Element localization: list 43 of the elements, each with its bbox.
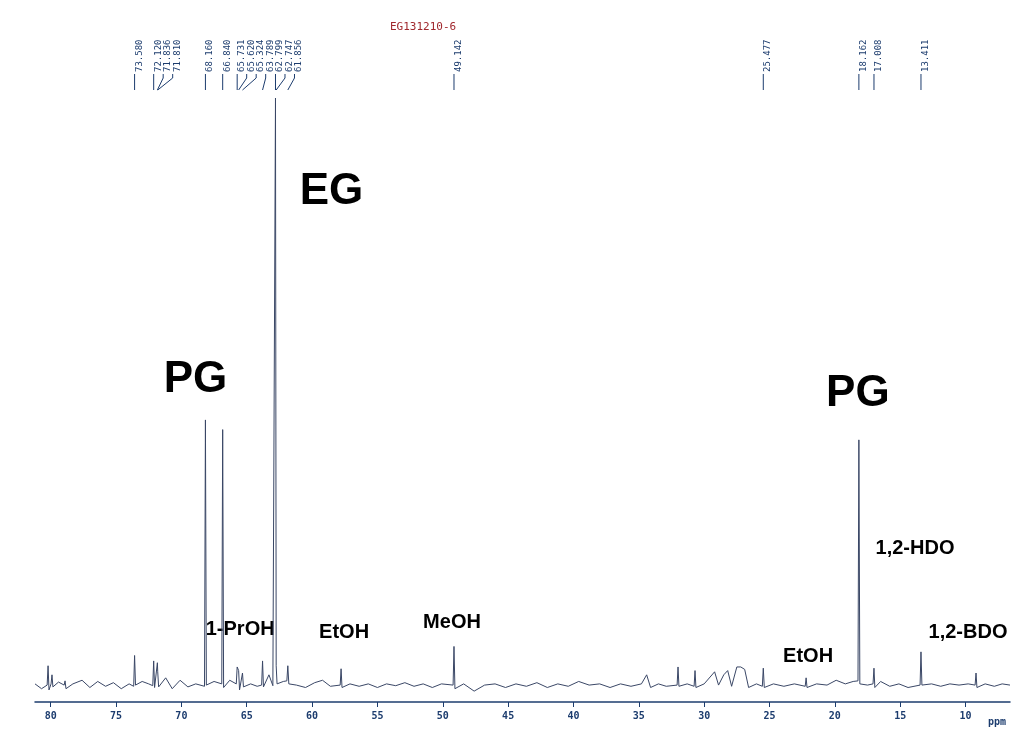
annotation: MeOH	[423, 610, 481, 633]
annotation: 17.008	[872, 39, 883, 72]
annotation: 65.324	[255, 39, 266, 72]
x-tick-label: 15	[894, 709, 907, 721]
annotation: 62.799	[274, 39, 285, 72]
annotation: 71.836	[162, 39, 173, 72]
annotation: 65.731	[236, 39, 247, 72]
annotation: 63.789	[264, 39, 275, 72]
annotation: 68.160	[204, 39, 215, 72]
x-axis-title: ppm	[988, 715, 1007, 727]
annotation: EtOH	[319, 619, 370, 642]
annotation: 62.747	[284, 39, 294, 72]
x-tick-label: 50	[436, 709, 449, 721]
annotation: 73.580	[133, 39, 144, 72]
annotation: EG	[299, 163, 364, 213]
annotation: 25.477	[762, 39, 773, 72]
x-tick-label: 70	[175, 709, 188, 721]
x-tick-label: 25	[763, 709, 776, 721]
x-tick-label: 30	[698, 709, 711, 721]
annotation: 65.620	[245, 39, 256, 72]
x-tick-label: 20	[828, 709, 841, 721]
annotation: 61.856	[293, 39, 304, 72]
x-tick-label: 45	[502, 709, 515, 721]
annotation: 66.840	[221, 39, 232, 72]
x-tick-label: 35	[632, 709, 645, 721]
annotation: 72.120	[152, 39, 163, 72]
annotation: 13.411	[919, 39, 930, 72]
annotation: 71.810	[171, 39, 182, 72]
x-tick-label: 55	[371, 709, 384, 721]
x-tick-label: 10	[959, 709, 972, 721]
x-tick-label: 75	[110, 709, 123, 721]
annotation: EtOH	[783, 643, 834, 666]
x-tick-label: 60	[306, 709, 319, 721]
annotation: PG	[163, 352, 228, 402]
annotation: 1,2-BDO	[928, 620, 1008, 643]
annotation: PG	[826, 366, 890, 416]
x-tick-label: 65	[240, 709, 253, 721]
chart-title: EG131210-6	[390, 20, 457, 33]
annotation: 18.162	[857, 39, 868, 72]
annotation: 49.142	[452, 39, 463, 72]
x-tick-label: 40	[567, 709, 580, 721]
annotation: 1,2-HDO	[875, 536, 955, 558]
x-tick-label: 80	[44, 709, 57, 721]
